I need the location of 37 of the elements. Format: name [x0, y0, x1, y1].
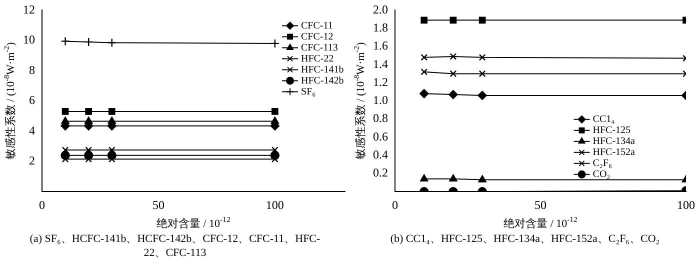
y-tick-label: 1.6 — [373, 38, 388, 53]
legend-label: HFC-134a — [592, 136, 636, 148]
y-tick-label: 2 — [29, 154, 35, 168]
legend-label: HFC-22 — [301, 53, 334, 64]
y-tick-label: 10 — [23, 32, 35, 47]
x-tick-label: 50 — [534, 198, 546, 212]
x-tick-label: 100 — [677, 198, 695, 212]
y-tick-label: 1.8 — [373, 20, 388, 34]
y-tick-label: 2.0 — [373, 2, 388, 16]
legend-label: CO₂ — [592, 169, 610, 180]
legend-label: CFC-12 — [301, 31, 334, 42]
text: (b) CC1₄、HFC-125、HFC-134a、HFC-152a、C₂F₆、CO₂ — [389, 232, 661, 246]
legend-label: SF₆ — [301, 86, 316, 98]
x-tick-label: 0 — [392, 198, 398, 212]
y-tick-label: 1.2 — [373, 74, 388, 89]
legend-label: HFC-125 — [592, 125, 631, 136]
y-tick-label: 8 — [29, 62, 35, 77]
y-tick-label: 0.8 — [373, 111, 388, 126]
legend-label: C₂F₆ — [592, 158, 612, 170]
y-tick-label: 4 — [29, 123, 35, 138]
y-tick-label: 0.2 — [373, 166, 388, 180]
x-tick-label: 100 — [266, 198, 284, 212]
legend-label: CFC-113 — [301, 42, 338, 54]
y-tick-label: 1.4 — [373, 56, 388, 71]
legend-label: CC1₄ — [592, 114, 616, 126]
legend-label: HFC-141b — [301, 64, 344, 76]
legend-label: HFC-152a — [592, 147, 636, 158]
legend-label: HFC-142b — [301, 75, 344, 86]
y-tick-label: 0.4 — [373, 147, 388, 162]
y-tick-label: 1.0 — [373, 93, 388, 108]
text: (a) SF₆、HCFC-141b、HCFC-142b、CFC-12、CFC-11、HFC-22、CFC-113 — [28, 232, 322, 260]
y-tick-label: 0.6 — [373, 129, 388, 144]
y-tick-label: 6 — [29, 93, 35, 108]
y-tick-label: 12 — [23, 2, 35, 16]
x-tick-label: 0 — [39, 198, 45, 212]
legend-label: CFC-11 — [301, 20, 333, 32]
x-tick-label: 50 — [152, 198, 164, 212]
